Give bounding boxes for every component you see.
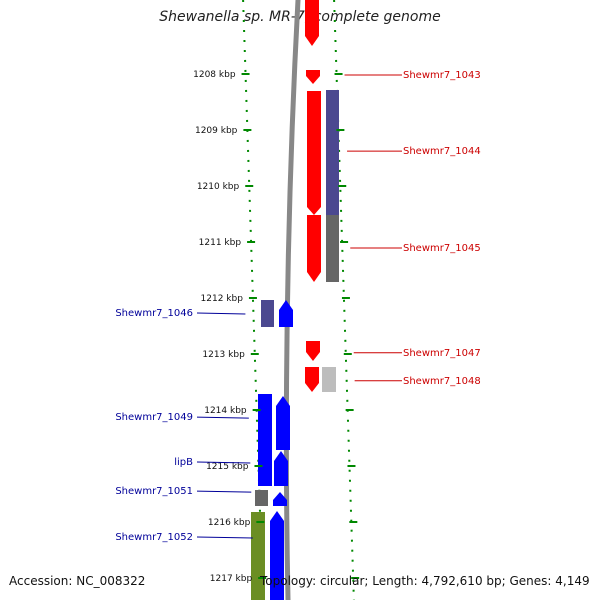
gene-label[interactable]: Shewmr7_1046 [115,308,193,319]
map-title: Shewanella sp. MR-7, complete genome [159,9,441,25]
gene-leader-line [196,490,252,493]
tick-label: 1209 kbp [195,126,238,136]
gene-arrow-1049 [276,396,290,450]
cog-block-1046 [261,300,274,327]
accession-text: Accession: NC_008322 [9,574,146,588]
gene-arrow-1047 [306,341,320,361]
gene-label[interactable]: Shewmr7_1051 [115,486,193,497]
gene-label[interactable]: Shewmr7_1047 [403,348,481,359]
gene-arrow-top [305,0,319,46]
tick-label: 1217 kbp [210,574,253,584]
tick-label: 1214 kbp [204,406,247,416]
cog-block-1044 [326,90,339,215]
cog-block-1051 [255,490,268,506]
tick-label: 1216 kbp [208,518,251,528]
tick-label: 1208 kbp [193,70,236,80]
gene-leader-line [196,416,249,419]
gene-label[interactable]: Shewmr7_1043 [403,70,481,81]
gene-arrow-1052 [270,511,284,600]
gene-arrow-lipB [274,451,288,486]
ring-left-dots [242,0,264,600]
gene-label[interactable]: Shewmr7_1045 [403,243,481,254]
gene-label[interactable]: Shewmr7_1049 [115,412,193,423]
tick-label: 1213 kbp [202,350,245,360]
gene-arrow-1045 [307,215,321,282]
genome-backbone [283,0,301,600]
gene-arrow-1043 [306,70,320,84]
cog-block-1049 [258,394,272,486]
topology-text: Topology: circular; Length: 4,792,610 bp… [260,574,590,588]
gene-leader-line [196,461,251,464]
gene-label[interactable]: Shewmr7_1044 [403,146,481,157]
tick-label: 1211 kbp [199,238,242,248]
tick-label: 1212 kbp [201,294,244,304]
gene-arrow-1046 [279,300,293,327]
gene-arrow-1044 [307,91,321,215]
gene-leader-line [196,312,246,315]
tick-label: 1210 kbp [197,182,240,192]
cog-block-1048 [322,367,336,392]
tick-label: 1215 kbp [206,462,249,472]
gene-leader-line [196,536,253,539]
gene-label[interactable]: Shewmr7_1052 [115,532,193,543]
gene-arrow-1048 [305,367,319,392]
gene-label[interactable]: lipB [174,457,193,468]
gene-label[interactable]: Shewmr7_1048 [403,376,481,387]
gene-arrow-1051 [273,492,287,506]
cog-block-1045 [326,215,339,282]
